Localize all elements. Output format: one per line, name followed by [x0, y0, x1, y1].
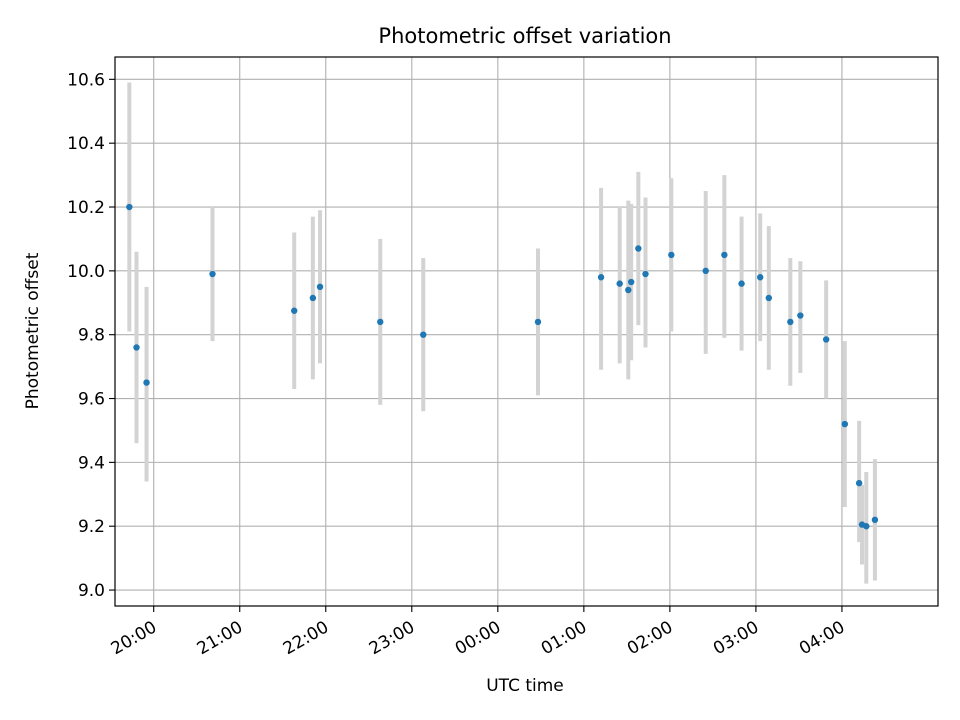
data-point	[757, 274, 764, 281]
data-point	[822, 336, 830, 343]
y-tick-label: 10.0	[67, 262, 105, 282]
y-tick-label: 10.4	[67, 134, 105, 154]
y-tick-label: 9.8	[78, 326, 105, 346]
data-point	[855, 479, 863, 487]
data-point	[863, 523, 870, 530]
y-tick-label: 9.2	[78, 517, 105, 537]
data-point	[627, 278, 635, 286]
plot-frame	[114, 56, 939, 607]
y-axis-ticks: 9.0 9.2 9.4 9.6 9.8 10.0 10.2 10.4 10.6	[67, 70, 115, 601]
data-point	[534, 318, 542, 326]
data-point	[702, 267, 709, 275]
data-point	[309, 294, 317, 302]
data-point	[143, 379, 150, 386]
data-point	[642, 270, 649, 278]
y-axis-title: Photometric offset	[23, 252, 43, 409]
data-point	[316, 283, 324, 291]
data-points	[126, 203, 879, 530]
data-point	[765, 294, 773, 302]
data-point	[616, 280, 623, 287]
data-point	[841, 420, 849, 428]
data-point	[133, 344, 140, 351]
y-tick-label: 9.0	[78, 581, 105, 601]
data-point	[126, 203, 133, 211]
y-tick-label: 9.4	[78, 453, 105, 473]
data-point	[668, 251, 675, 259]
data-point	[721, 251, 728, 259]
chart-title: Photometric offset variation	[378, 24, 671, 48]
data-point	[291, 307, 298, 314]
data-point	[420, 331, 427, 338]
data-point	[787, 318, 794, 326]
x-axis-title: UTC time	[486, 676, 564, 696]
data-point	[597, 274, 605, 281]
data-point	[738, 280, 745, 287]
data-point	[377, 318, 384, 326]
y-tick-label: 10.6	[67, 70, 105, 90]
data-point	[209, 270, 216, 278]
data-point	[871, 516, 879, 524]
y-tick-label: 10.2	[67, 198, 105, 218]
data-point	[635, 245, 642, 252]
data-point	[625, 286, 632, 294]
y-tick-label: 9.6	[78, 390, 105, 410]
data-point	[797, 312, 804, 319]
